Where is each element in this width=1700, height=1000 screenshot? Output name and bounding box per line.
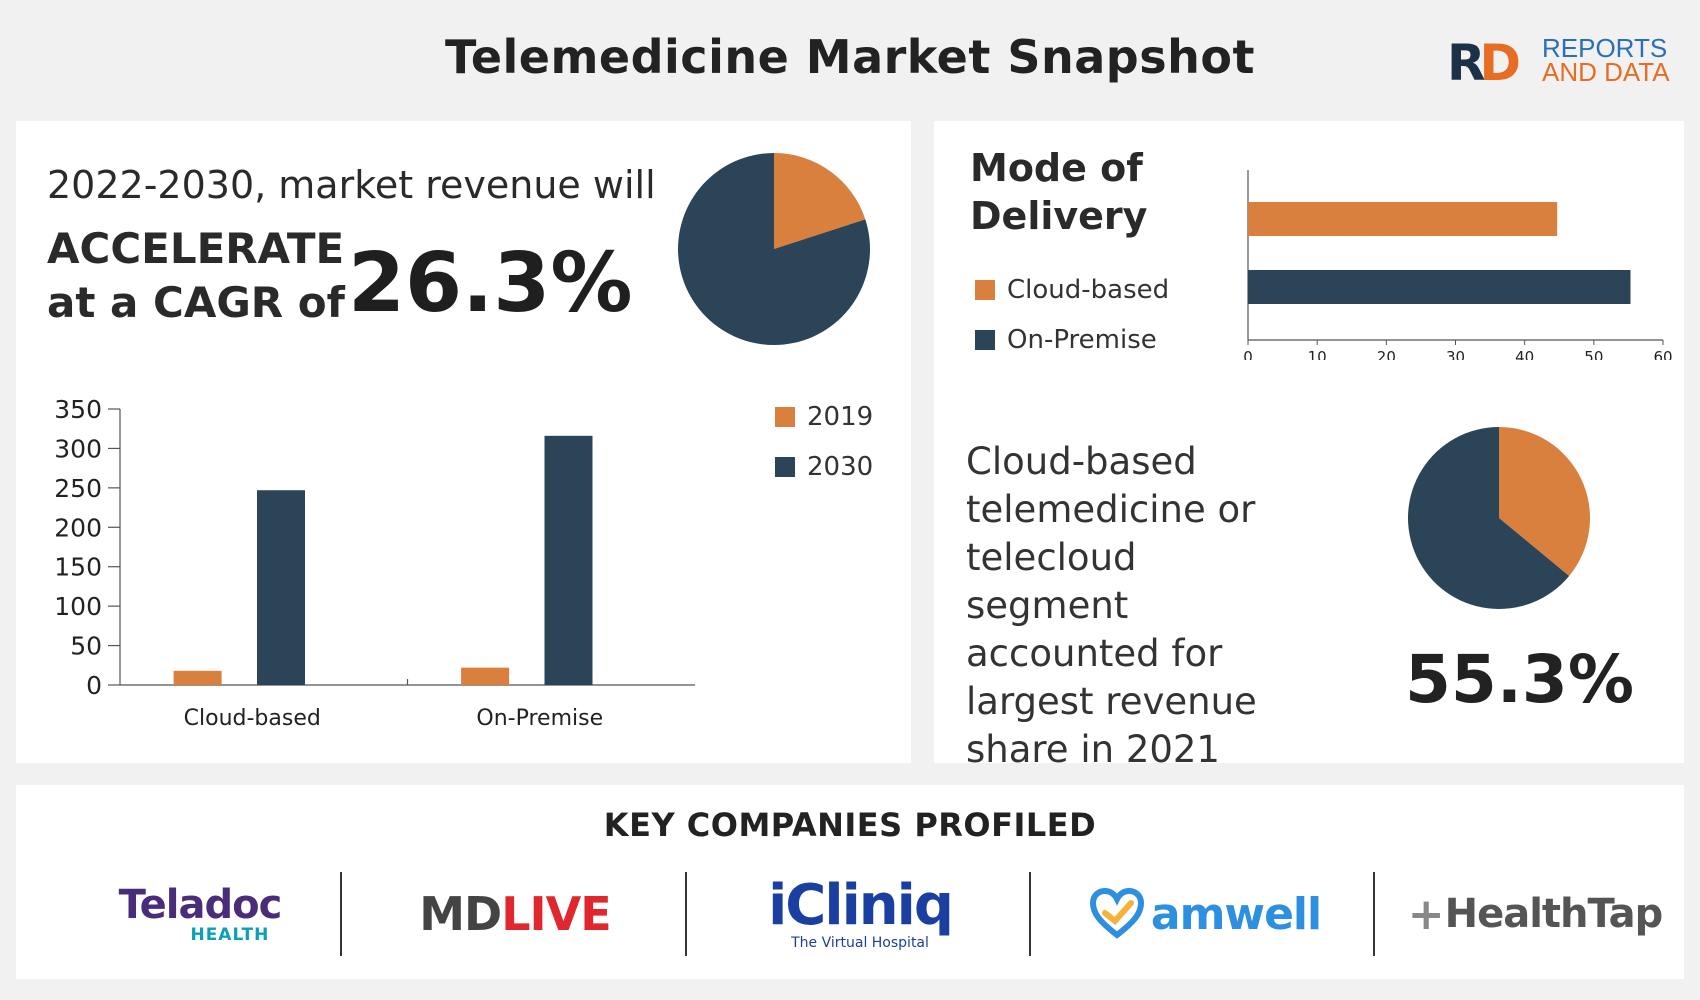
revenue-intro-text: 2022-2030, market revenue will <box>47 163 656 207</box>
logo-line-1: REPORTS <box>1542 33 1668 63</box>
company-divider <box>1029 872 1031 956</box>
bar-2019 <box>173 670 222 685</box>
company-divider <box>340 872 342 956</box>
company-divider <box>1373 872 1375 956</box>
healthtap-plus-icon: + <box>1407 888 1445 940</box>
company-logo-amwell: amwell <box>1045 872 1365 956</box>
cloud-share-value: 55.3% <box>1405 641 1634 718</box>
healthtap-wordmark: HealthTap <box>1444 891 1664 937</box>
teladoc-subtext: HEALTH <box>190 924 270 945</box>
reports-and-data-logo: RD REPORTS AND DATA <box>1447 33 1677 92</box>
bar-2019 <box>461 667 510 685</box>
legend-swatch-cloud <box>975 280 995 300</box>
y-tick-label: 350 <box>54 395 102 424</box>
x-tick-label: 50 <box>1584 348 1603 360</box>
cloud-share-pie-chart <box>1408 427 1590 609</box>
bar-on-premise <box>1248 270 1631 304</box>
x-tick-label: On-Premise <box>476 706 603 731</box>
x-tick-label: Cloud-based <box>184 706 321 731</box>
bar-2030 <box>544 435 593 685</box>
revenue-chart-legend: 2019 2030 <box>775 402 873 482</box>
company-logo-healthtap: + HealthTap <box>1385 872 1685 956</box>
cagr-value: 26.3% <box>348 236 633 331</box>
legend-on-premise: On-Premise <box>975 325 1169 355</box>
segment-description: Cloud-based telemedicine or telecloud se… <box>966 440 1257 771</box>
x-tick-label: 20 <box>1377 348 1396 360</box>
x-tick-label: 60 <box>1653 348 1672 360</box>
pie-slice <box>1499 427 1590 577</box>
legend-swatch-2019 <box>775 407 795 427</box>
icliniq-wordmark: iCliniq <box>768 873 954 938</box>
mode-of-delivery-heading: Mode of Delivery <box>970 146 1148 238</box>
x-tick-label: 0 <box>1243 348 1253 360</box>
y-tick-label: 150 <box>54 553 102 582</box>
y-tick-label: 250 <box>54 474 102 503</box>
legend-swatch-premise <box>975 330 995 350</box>
x-tick-label: 30 <box>1446 348 1465 360</box>
bar-2030 <box>257 490 305 685</box>
bar-cloud-based <box>1248 202 1558 236</box>
teladoc-wordmark: Teladoc <box>118 881 283 928</box>
pie-slice <box>678 153 870 345</box>
legend-cloud-based: Cloud-based <box>975 275 1169 305</box>
y-tick-label: 0 <box>86 671 102 700</box>
revenue-bar-chart: 0 50 100 150 200 250 300 350 Cloud-based On-Premi… <box>54 395 695 731</box>
pie-slice <box>774 153 866 249</box>
company-logo-teladoc: Teladoc HEALTH <box>60 872 340 956</box>
delivery-legend: Cloud-based On-Premise <box>975 275 1169 355</box>
company-logo-icliniq: iCliniq The Virtual Hospital <box>700 872 1020 956</box>
amwell-heart-icon <box>1089 887 1144 939</box>
delivery-bar-chart: 0 10 20 30 40 50 60 <box>1243 170 1673 360</box>
logo-text: REPORTS AND DATA <box>1542 33 1670 87</box>
x-tick-label: 10 <box>1308 348 1327 360</box>
legend-2019: 2019 <box>775 402 873 432</box>
mdlive-wordmark: MDLIVE <box>419 887 611 941</box>
page-title: Telemedicine Market Snapshot <box>445 30 1255 84</box>
icliniq-tagline: The Virtual Hospital <box>791 935 929 951</box>
y-tick-label: 300 <box>54 434 102 463</box>
x-tick-label: 40 <box>1515 348 1534 360</box>
y-tick-label: 50 <box>70 632 102 661</box>
pie-slice <box>1408 427 1570 609</box>
accelerate-word: ACCELERATE <box>47 224 345 273</box>
legend-2030: 2030 <box>775 452 873 482</box>
company-logo-mdlive: MDLIVE <box>350 872 680 956</box>
amwell-wordmark: amwell <box>1150 888 1322 940</box>
legend-swatch-2030 <box>775 457 795 477</box>
market-share-pie-chart <box>678 153 870 345</box>
logo-mark: RD <box>1447 34 1521 92</box>
key-companies-title: KEY COMPANIES PROFILED <box>603 806 1097 844</box>
logo-line-2: AND DATA <box>1542 57 1670 87</box>
companies-panel <box>16 785 1684 979</box>
accelerate-text: ACCELERATE at a CAGR of <box>47 222 345 330</box>
at-cagr-word: at a CAGR of <box>47 278 345 327</box>
company-divider <box>685 872 687 956</box>
y-tick-label: 200 <box>54 513 102 542</box>
y-tick-label: 100 <box>54 592 102 621</box>
